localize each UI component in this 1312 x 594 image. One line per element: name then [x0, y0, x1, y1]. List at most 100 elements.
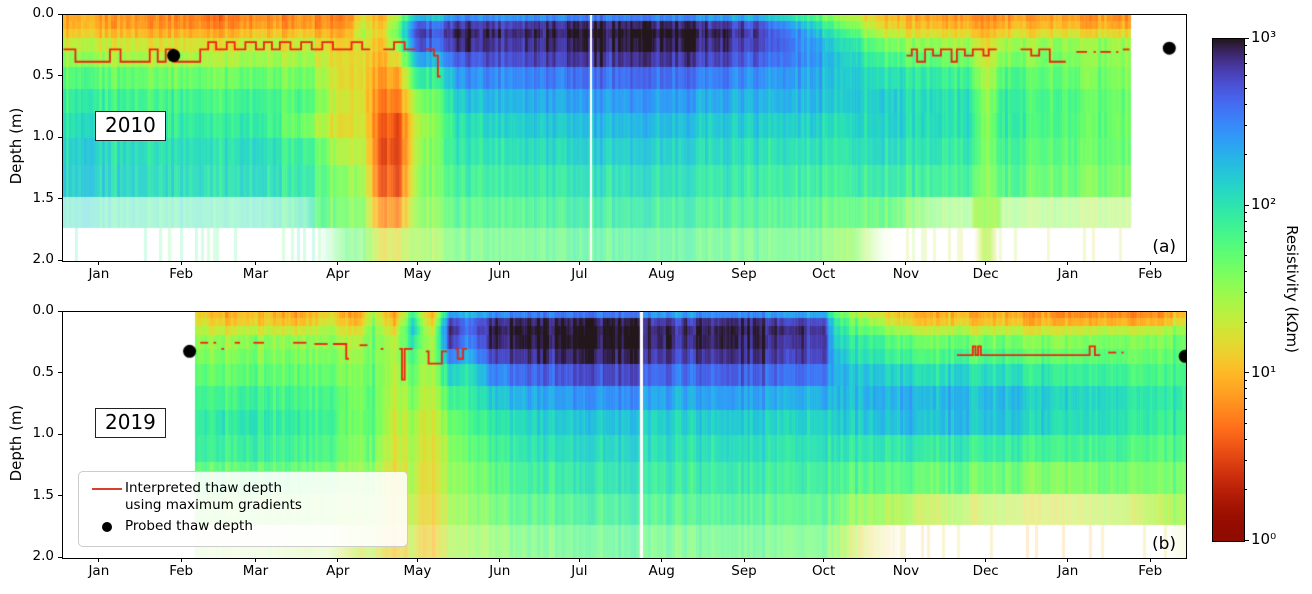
colorbar-minor-tick	[1244, 124, 1247, 126]
year-label-2010: 2010	[95, 111, 166, 141]
x-tick-label: Jan	[88, 563, 110, 579]
panel-2019: 2019 (b) Interpreted thaw depth using ma…	[62, 311, 1187, 559]
colorbar-major-tick	[1244, 37, 1249, 39]
colorbar-minor-tick	[1244, 422, 1247, 424]
colorbar-minor-tick	[1244, 74, 1247, 76]
x-tick	[499, 261, 501, 265]
colorbar-minor-tick	[1244, 104, 1247, 106]
x-tick	[578, 261, 580, 265]
y-tick	[58, 433, 62, 435]
colorbar-minor-tick	[1244, 379, 1247, 381]
y-tick	[58, 372, 62, 373]
heatmap-2010	[63, 15, 1186, 261]
x-tick	[905, 261, 907, 265]
x-tick	[661, 261, 663, 265]
y-tick	[58, 259, 62, 261]
legend-item-thaw-line: Interpreted thaw depth using maximum gra…	[89, 480, 397, 514]
y-tick-label: 0.0	[32, 302, 54, 318]
y-axis-label-2019: Depth (m)	[7, 404, 25, 482]
colorbar-minor-tick	[1244, 154, 1247, 156]
x-tick-label: Apr	[326, 266, 350, 282]
colorbar-minor-tick	[1244, 398, 1247, 400]
colorbar-gradient	[1213, 39, 1244, 541]
y-tick-label: 0.0	[32, 5, 54, 21]
thaw-line-label-line1: Interpreted thaw depth	[125, 480, 283, 496]
colorbar-minor-tick	[1244, 241, 1247, 243]
y-tick-label: 1.0	[32, 425, 54, 441]
x-tick-label: Jul	[571, 563, 588, 579]
x-tick-label: Feb	[169, 266, 194, 282]
y-axis-label-2010: Depth (m)	[7, 107, 25, 185]
colorbar-minor-tick	[1244, 45, 1247, 47]
x-tick	[578, 558, 580, 562]
colorbar-minor-tick	[1244, 255, 1247, 257]
x-tick-label: Nov	[892, 266, 920, 282]
x-tick	[743, 558, 745, 562]
colorbar-minor-tick	[1244, 321, 1247, 323]
black-dot-icon	[102, 522, 112, 532]
x-tick	[98, 558, 100, 562]
x-tick-label: Dec	[972, 563, 999, 579]
y-tick-label: 2.0	[32, 548, 54, 564]
x-tick	[416, 261, 418, 265]
x-tick	[985, 261, 987, 265]
panel-letter-b: (b)	[1151, 534, 1176, 554]
y-tick-label: 1.0	[32, 128, 54, 144]
x-tick-label: Apr	[326, 563, 350, 579]
x-tick-label: Aug	[648, 563, 675, 579]
x-tick	[337, 261, 339, 265]
probed-label: Probed thaw depth	[125, 518, 253, 534]
x-tick-label: May	[403, 563, 432, 579]
colorbar-minor-tick	[1244, 292, 1247, 294]
x-tick	[823, 261, 825, 265]
legend-item-probed: Probed thaw depth	[89, 518, 397, 536]
colorbar-minor-tick	[1244, 459, 1247, 461]
colorbar-minor-tick	[1244, 438, 1247, 440]
x-tick	[661, 558, 663, 562]
y-tick	[58, 495, 62, 496]
x-tick	[743, 261, 745, 265]
colorbar-minor-tick	[1244, 409, 1247, 411]
x-tick-label: Feb	[169, 563, 194, 579]
thaw-line-swatch	[89, 480, 125, 498]
x-tick	[905, 558, 907, 562]
x-tick-label: Jun	[489, 563, 511, 579]
y-tick	[58, 310, 62, 312]
y-tick	[58, 198, 62, 199]
x-tick-label: Nov	[892, 563, 920, 579]
colorbar-minor-tick	[1244, 212, 1247, 214]
colorbar-tick-label: 10⁰	[1251, 530, 1277, 548]
colorbar	[1212, 38, 1245, 542]
x-tick	[1067, 261, 1069, 265]
colorbar-title: Resistivity (kΩm)	[1283, 225, 1301, 353]
y-tick	[58, 13, 62, 15]
year-label-2019: 2019	[95, 408, 166, 438]
x-tick-label: Jun	[489, 266, 511, 282]
x-tick	[180, 558, 182, 562]
thaw-line-label: Interpreted thaw depth using maximum gra…	[125, 480, 302, 514]
y-tick-label: 1.5	[32, 189, 54, 206]
x-tick	[255, 261, 256, 265]
colorbar-minor-tick	[1244, 53, 1247, 55]
colorbar-major-tick	[1244, 204, 1249, 206]
x-tick-label: Sep	[731, 563, 757, 579]
y-tick	[58, 75, 62, 76]
colorbar-tick-label: 10²	[1251, 195, 1277, 214]
colorbar-major-tick	[1244, 539, 1249, 541]
y-tick-label: 0.5	[32, 363, 54, 380]
x-tick-label: Jul	[571, 266, 588, 282]
panel-2010: 2010 (a)	[62, 14, 1187, 262]
x-tick-label: Mar	[242, 266, 269, 282]
x-tick	[1067, 558, 1069, 562]
x-tick-label: May	[403, 266, 432, 282]
colorbar-minor-tick	[1244, 63, 1247, 65]
colorbar-minor-tick	[1244, 489, 1247, 491]
y-tick-label: 0.5	[32, 66, 54, 83]
x-tick-label: Mar	[242, 563, 269, 579]
colorbar-tick-label: 10¹	[1251, 362, 1277, 381]
x-tick-label: Jan	[1057, 266, 1079, 282]
colorbar-minor-tick	[1244, 388, 1247, 390]
x-tick	[337, 558, 339, 562]
colorbar-minor-tick	[1244, 230, 1247, 232]
x-tick-label: Aug	[648, 266, 675, 282]
